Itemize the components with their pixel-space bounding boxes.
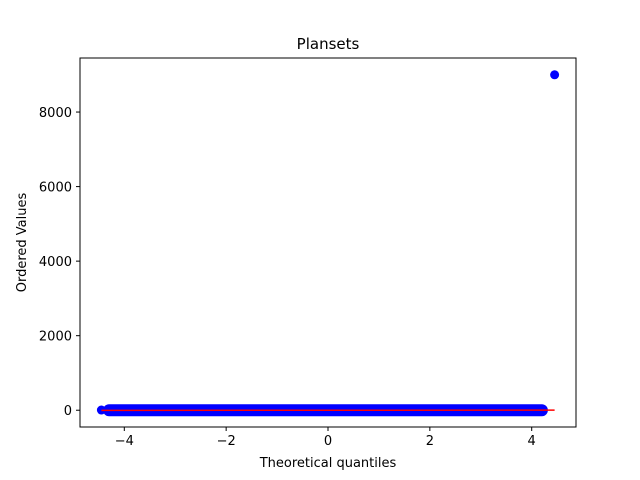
y-tick-label: 4000 (39, 255, 72, 270)
x-axis-label: Theoretical quantiles (259, 456, 397, 471)
data-point (550, 70, 560, 80)
x-tick-label: 0 (324, 434, 332, 449)
axis-ticks: −4 −2 0 2 4 0 2000 4000 6000 8000 (39, 106, 536, 449)
x-tick-label: −2 (217, 434, 236, 449)
y-tick-label: 2000 (39, 330, 72, 345)
y-tick-label: 0 (64, 404, 72, 419)
y-axis-label: Ordered Values (15, 193, 30, 293)
y-tick-label: 8000 (39, 106, 72, 121)
chart-title: Plansets (297, 35, 360, 53)
x-tick-label: 2 (426, 434, 434, 449)
y-tick-label: 6000 (39, 181, 72, 196)
x-tick-label: −4 (115, 434, 134, 449)
plot-area (96, 70, 560, 417)
x-tick-label: 4 (528, 434, 536, 449)
